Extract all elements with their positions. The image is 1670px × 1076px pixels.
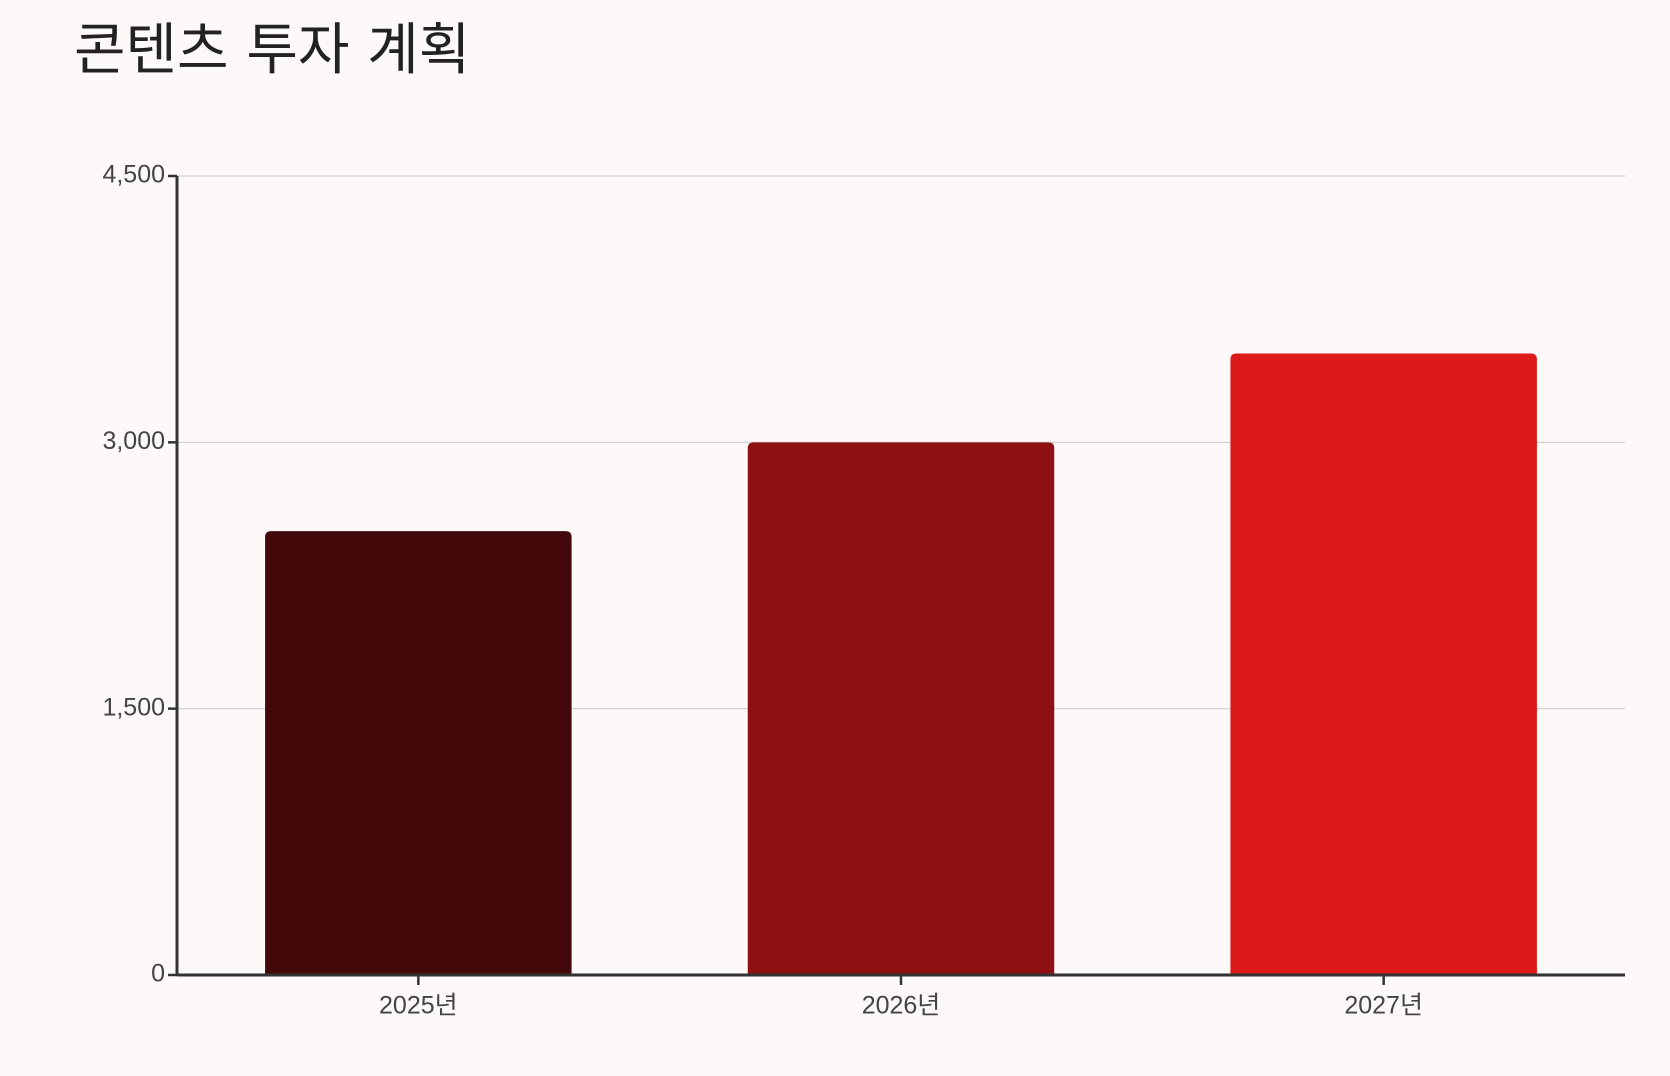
y-tick-label: 3,000 — [102, 427, 165, 455]
bar — [265, 531, 572, 975]
y-tick-label: 4,500 — [102, 161, 165, 189]
x-tick-label: 2027년 — [1344, 992, 1423, 1020]
x-tick-label: 2026년 — [862, 992, 941, 1020]
y-tick-label: 1,500 — [102, 693, 165, 721]
y-tick-label: 0 — [151, 960, 165, 988]
bar — [747, 442, 1055, 975]
x-tick-label: 2025년 — [379, 992, 458, 1020]
chart-title: 콘텐츠 투자 계획 — [74, 18, 470, 83]
bar — [1230, 353, 1537, 975]
